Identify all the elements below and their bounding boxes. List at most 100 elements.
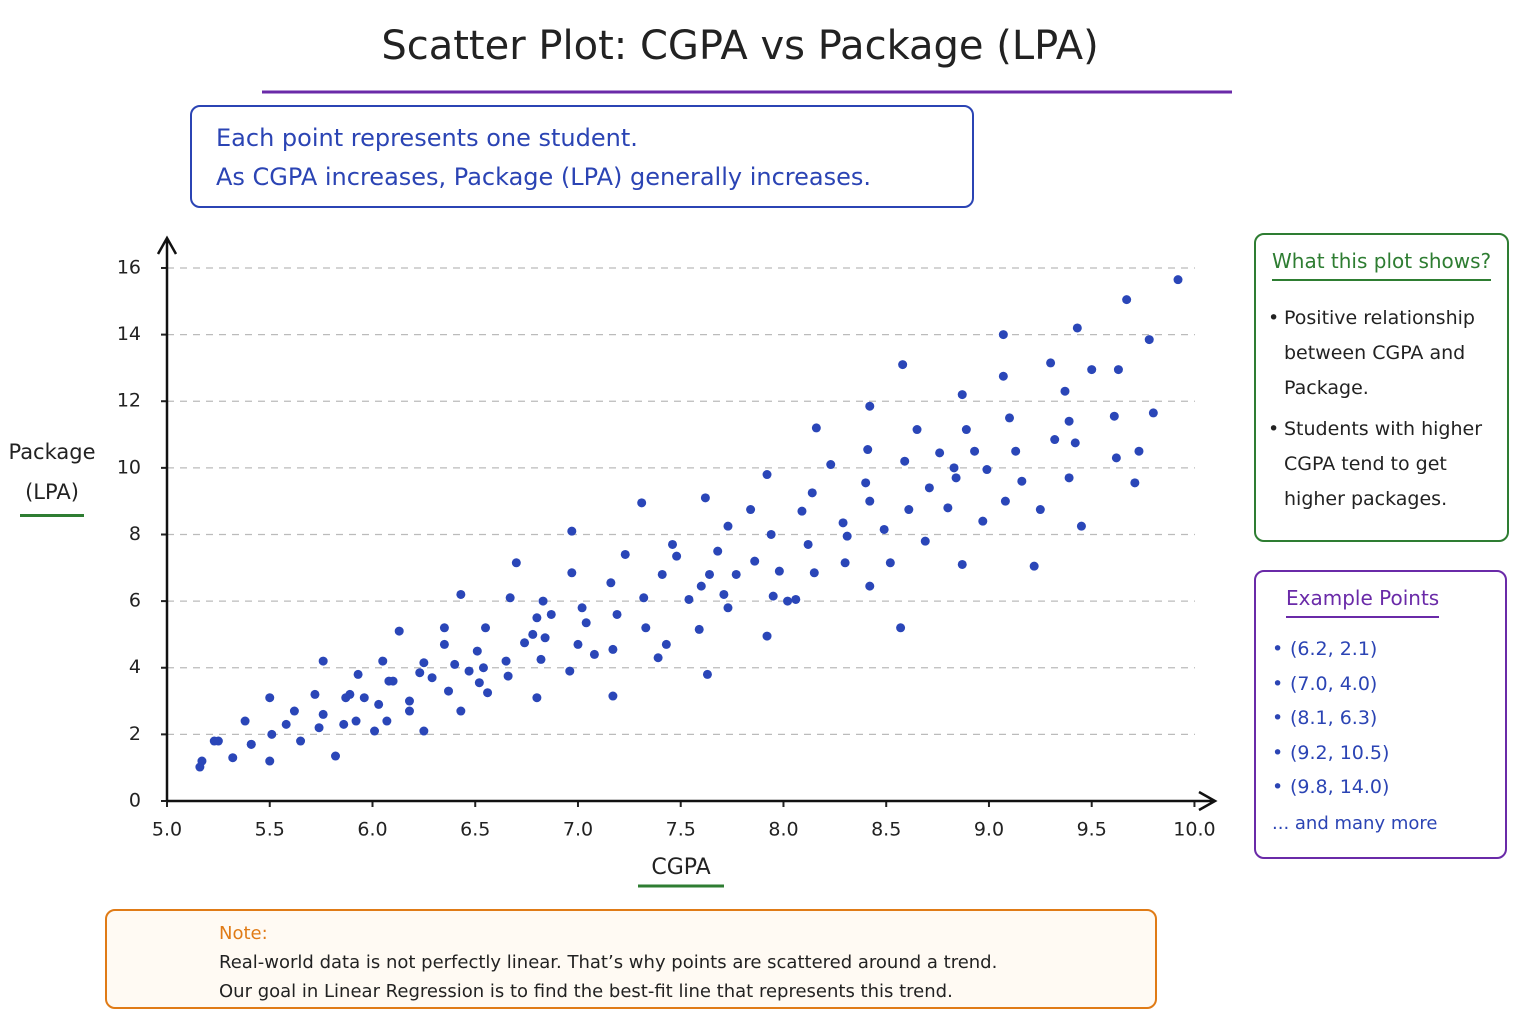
point — [456, 589, 466, 599]
point — [536, 654, 546, 664]
point — [723, 521, 733, 531]
point — [573, 639, 583, 649]
point — [1017, 476, 1027, 486]
point — [766, 529, 776, 539]
point — [719, 589, 729, 599]
point — [998, 330, 1008, 340]
point — [803, 539, 813, 549]
point — [935, 448, 945, 458]
point — [1011, 446, 1021, 456]
x-tick-label: 5.0 — [152, 819, 182, 841]
note-line: Real-world data is not perfectly linear.… — [219, 952, 998, 973]
point — [444, 686, 454, 696]
description-line: Each point represents one student. — [216, 124, 638, 152]
point — [331, 751, 341, 761]
point — [842, 531, 852, 541]
point — [419, 658, 429, 668]
point — [520, 638, 530, 648]
point — [1070, 438, 1080, 448]
point — [620, 549, 630, 559]
point — [700, 493, 710, 503]
example-item: (9.8, 14.0) — [1272, 770, 1489, 805]
point — [982, 465, 992, 475]
point — [240, 716, 250, 726]
panel-bullet: Students with higher CGPA tend to get hi… — [1268, 412, 1495, 517]
point — [483, 688, 493, 698]
point — [885, 558, 895, 568]
point — [1076, 521, 1086, 531]
point — [723, 603, 733, 613]
point — [310, 689, 320, 699]
x-tick-label: 6.5 — [460, 819, 490, 841]
point — [768, 591, 778, 601]
point — [900, 456, 910, 466]
point — [318, 656, 328, 666]
point — [1087, 365, 1097, 375]
info-panel: What this plot shows? Positive relations… — [1254, 233, 1509, 542]
panel-bullet: Positive relationship between CGPA and P… — [1268, 301, 1495, 406]
point — [637, 498, 647, 508]
y-tick-label: 10 — [117, 456, 141, 478]
point — [501, 656, 511, 666]
panel-title: What this plot shows? — [1272, 249, 1492, 281]
point — [639, 593, 649, 603]
point — [503, 671, 513, 681]
point — [456, 706, 466, 716]
point — [731, 569, 741, 579]
point — [511, 558, 521, 568]
point — [528, 629, 538, 639]
point — [1144, 335, 1154, 345]
point — [1005, 413, 1015, 423]
y-tick-label: 6 — [129, 590, 141, 612]
x-tick-label: 8.5 — [871, 819, 901, 841]
point — [865, 401, 875, 411]
point — [1122, 295, 1132, 305]
point — [1148, 408, 1158, 418]
examples-list: (6.2, 2.1)(7.0, 4.0)(8.1, 6.3)(9.2, 10.5… — [1272, 632, 1489, 805]
x-tick-label: 7.0 — [563, 819, 593, 841]
point — [762, 470, 772, 480]
point — [427, 673, 437, 683]
point — [920, 536, 930, 546]
x-tick-label: 9.0 — [974, 819, 1004, 841]
point — [388, 676, 398, 686]
y-tick-label: 2 — [129, 723, 141, 745]
point — [472, 646, 482, 656]
point — [577, 603, 587, 613]
point — [657, 569, 667, 579]
point — [957, 390, 967, 400]
point — [439, 623, 449, 633]
point — [668, 539, 678, 549]
point — [898, 360, 908, 370]
point — [672, 551, 682, 561]
point — [998, 371, 1008, 381]
point — [540, 633, 550, 643]
point — [345, 689, 355, 699]
panel-list: Positive relationship between CGPA and P… — [1268, 301, 1495, 517]
point — [359, 693, 369, 703]
point — [750, 556, 760, 566]
point — [943, 503, 953, 513]
examples-title: Example Points — [1286, 586, 1440, 618]
point — [961, 425, 971, 435]
point — [589, 649, 599, 659]
point — [606, 578, 616, 588]
point — [653, 653, 663, 663]
point — [861, 478, 871, 488]
point — [318, 709, 328, 719]
note-box: Note: Real-world data is not perfectly l… — [105, 909, 1157, 1009]
point — [896, 623, 906, 633]
point — [353, 669, 363, 679]
description-line: As CGPA increases, Package (LPA) general… — [216, 163, 872, 191]
point — [1109, 411, 1119, 421]
point — [505, 593, 515, 603]
example-item: (6.2, 2.1) — [1272, 632, 1489, 667]
point — [1173, 275, 1183, 285]
point — [581, 618, 591, 628]
point — [1046, 358, 1056, 368]
point — [970, 446, 980, 456]
point — [478, 663, 488, 673]
point — [863, 445, 873, 455]
